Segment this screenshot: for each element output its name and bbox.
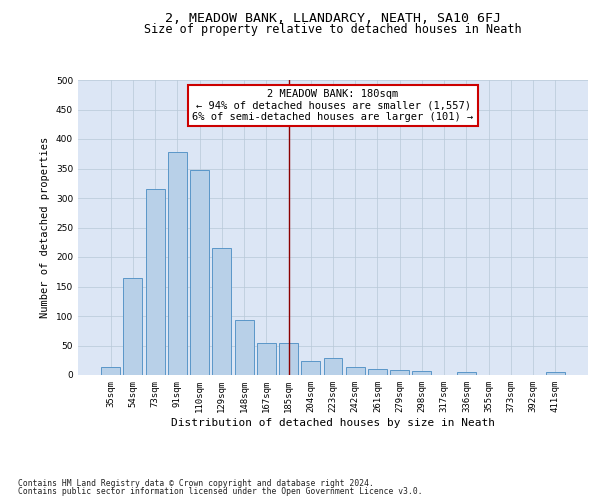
Bar bbox=[457, 372, 476, 375]
Bar bbox=[323, 358, 343, 375]
Bar bbox=[168, 152, 187, 375]
Bar bbox=[190, 170, 209, 375]
Y-axis label: Number of detached properties: Number of detached properties bbox=[40, 137, 50, 318]
Bar bbox=[301, 361, 320, 375]
Bar bbox=[124, 278, 142, 375]
Bar bbox=[368, 369, 387, 375]
Bar bbox=[235, 320, 254, 375]
Bar bbox=[412, 371, 431, 375]
Bar bbox=[346, 366, 365, 375]
Bar bbox=[546, 372, 565, 375]
Bar bbox=[101, 366, 120, 375]
Bar bbox=[390, 370, 409, 375]
Text: 2, MEADOW BANK, LLANDARCY, NEATH, SA10 6FJ: 2, MEADOW BANK, LLANDARCY, NEATH, SA10 6… bbox=[165, 12, 501, 26]
Text: Contains public sector information licensed under the Open Government Licence v3: Contains public sector information licen… bbox=[18, 487, 422, 496]
Text: Contains HM Land Registry data © Crown copyright and database right 2024.: Contains HM Land Registry data © Crown c… bbox=[18, 478, 374, 488]
Bar bbox=[257, 342, 276, 375]
Bar bbox=[146, 189, 164, 375]
Text: Size of property relative to detached houses in Neath: Size of property relative to detached ho… bbox=[144, 22, 522, 36]
Bar bbox=[279, 342, 298, 375]
Bar bbox=[212, 248, 231, 375]
X-axis label: Distribution of detached houses by size in Neath: Distribution of detached houses by size … bbox=[171, 418, 495, 428]
Text: 2 MEADOW BANK: 180sqm
← 94% of detached houses are smaller (1,557)
6% of semi-de: 2 MEADOW BANK: 180sqm ← 94% of detached … bbox=[193, 89, 473, 122]
